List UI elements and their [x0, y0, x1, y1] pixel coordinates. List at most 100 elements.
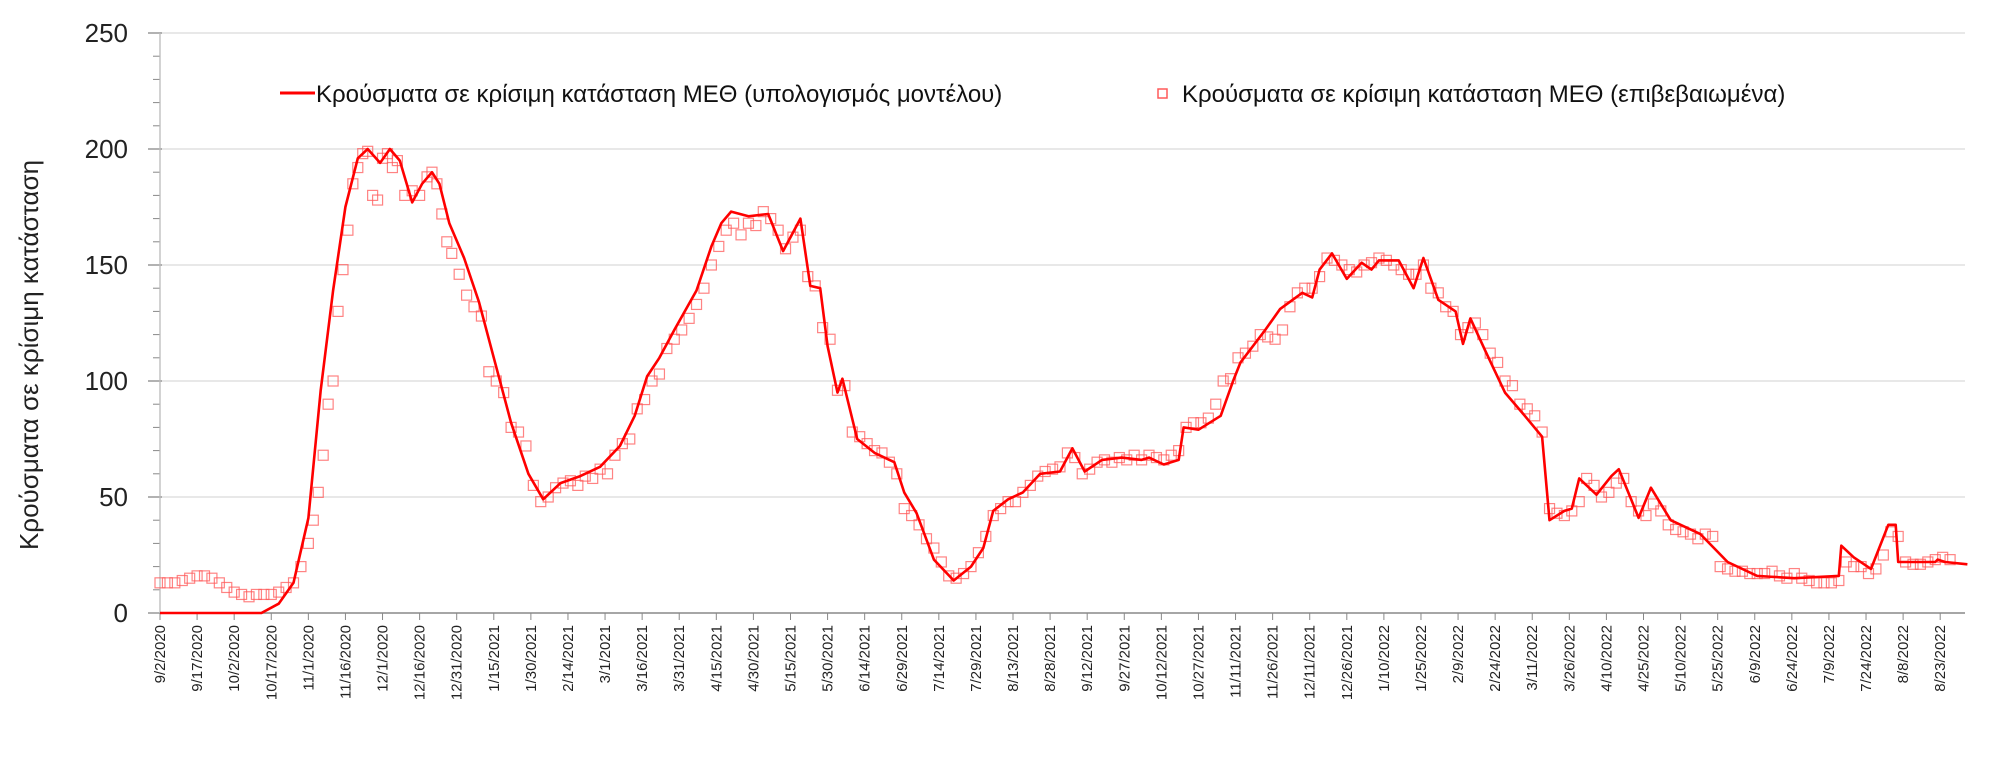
observed-marker: [169, 577, 181, 589]
x-tick-label: 8/8/2022: [1895, 625, 1912, 683]
observed-marker: [1603, 486, 1615, 498]
observed-marker: [176, 574, 188, 587]
x-tick-label: 6/14/2021: [857, 625, 874, 692]
observed-marker: [943, 570, 955, 582]
x-tick-label: 11/1/2020: [300, 625, 317, 691]
x-tick-label: 12/31/2020: [449, 625, 466, 700]
x-tick-label: 9/2/2020: [152, 625, 169, 683]
observed-marker: [1721, 563, 1734, 575]
observed-marker: [1447, 305, 1459, 317]
observed-marker: [1024, 479, 1036, 491]
observed-marker: [1373, 252, 1385, 264]
observed-marker: [1640, 509, 1652, 522]
observed-marker: [1269, 333, 1281, 345]
x-tick-label: 5/25/2022: [1710, 625, 1727, 692]
observed-marker: [1803, 574, 1815, 587]
observed-marker: [1262, 331, 1274, 343]
x-tick-label: 12/11/2021: [1302, 625, 1319, 699]
observed-marker: [1224, 373, 1237, 385]
observed-marker: [965, 560, 977, 573]
x-tick-label: 5/30/2021: [820, 625, 837, 692]
observed-marker: [646, 375, 658, 387]
x-tick-label: 2/9/2022: [1450, 625, 1467, 683]
x-tick-label: 3/31/2021: [671, 625, 688, 692]
y-tick-label: 100: [85, 366, 128, 396]
observed-marker: [601, 468, 614, 480]
observed-marker: [1670, 523, 1682, 536]
observed-marker: [735, 229, 747, 241]
observed-marker: [250, 588, 263, 601]
x-tick-label: 1/10/2022: [1376, 625, 1393, 692]
observed-marker: [1492, 356, 1504, 369]
observed-marker: [258, 588, 270, 601]
y-tick-label: 250: [85, 18, 128, 48]
legend: Κρούσματα σε κρίσιμη κατάσταση ΜΕΘ (υπολ…: [280, 81, 1785, 108]
observed-marker: [1210, 398, 1222, 410]
observed-marker: [468, 301, 480, 313]
observed-marker: [161, 577, 174, 589]
x-tick-label: 3/16/2021: [634, 625, 651, 692]
x-tick-label: 8/13/2021: [1005, 625, 1022, 692]
x-tick-label: 3/11/2022: [1524, 625, 1541, 691]
observed-marker: [1581, 472, 1593, 485]
x-tick-label: 10/12/2021: [1153, 625, 1170, 700]
observed-marker: [228, 586, 240, 598]
x-tick-label: 4/10/2022: [1598, 625, 1615, 692]
legend-label-model: Κρούσματα σε κρίσιμη κατάσταση ΜΕΘ (υπολ…: [316, 81, 1002, 108]
observed-marker: [198, 570, 211, 582]
x-tick-label: 2/14/2021: [560, 625, 577, 692]
observed-marker: [1573, 496, 1585, 508]
observed-marker: [683, 312, 695, 324]
observed-marker: [772, 224, 784, 236]
observed-marker: [1247, 340, 1259, 352]
observed-marker: [453, 268, 465, 280]
observed-marker: [587, 472, 599, 485]
observed-marker: [265, 588, 277, 601]
observed-marker: [1707, 530, 1719, 543]
observed-marker: [1892, 530, 1904, 543]
y-axis: 0 50 100 150 200 250: [85, 18, 162, 628]
observed-marker: [1254, 329, 1266, 341]
observed-marker: [653, 368, 666, 380]
observed-marker: [483, 366, 495, 378]
x-axis: 9/2/2020 9/17/2020 10/2/2020 10/17/2020 11/1…: [152, 612, 1965, 700]
x-tick-label: 5/10/2022: [1673, 625, 1690, 692]
observed-marker: [557, 477, 569, 489]
observed-marker: [1907, 558, 1919, 570]
observed-marker: [337, 264, 349, 276]
y-tick-label: 200: [85, 134, 128, 164]
observed-marker: [957, 567, 970, 580]
model-series-line: [160, 147, 1968, 615]
observed-marker: [720, 224, 732, 236]
observed-marker: [1017, 486, 1029, 498]
x-tick-label: 10/17/2020: [263, 625, 280, 700]
x-tick-label: 11/11/2021: [1228, 625, 1245, 698]
x-tick-label: 1/15/2021: [486, 625, 503, 692]
x-tick-label: 12/1/2020: [375, 625, 392, 692]
y-axis-label: Κρούσματα σε κρίσιμη κατάσταση: [14, 160, 44, 550]
x-tick-label: 6/29/2021: [894, 625, 911, 692]
observed-marker: [317, 449, 329, 461]
observed-marker: [191, 570, 203, 582]
legend-item-observed: Κρούσματα σε κρίσιμη κατάσταση ΜΕΘ (επιβ…: [1157, 81, 1785, 108]
x-tick-label: 11/26/2021: [1265, 625, 1282, 699]
observed-marker: [441, 236, 453, 248]
observed-marker: [1759, 567, 1771, 580]
x-tick-label: 10/2/2020: [226, 625, 243, 692]
x-tick-label: 9/27/2021: [1116, 625, 1133, 692]
x-tick-label: 4/15/2021: [708, 625, 725, 692]
observed-marker: [1217, 375, 1229, 387]
observed-marker: [1529, 410, 1541, 422]
observed-marker: [750, 219, 762, 232]
observed-marker: [1877, 549, 1889, 561]
observed-marker: [235, 588, 248, 601]
x-tick-label: 7/14/2021: [931, 625, 948, 692]
observed-marker: [572, 479, 584, 491]
x-tick-label: 7/9/2022: [1821, 625, 1838, 683]
x-tick-label: 7/24/2022: [1858, 625, 1875, 692]
observed-marker: [426, 166, 438, 178]
gridlines: [160, 32, 1965, 498]
x-tick-label: 6/9/2022: [1747, 625, 1764, 683]
observed-marker: [1506, 380, 1519, 392]
